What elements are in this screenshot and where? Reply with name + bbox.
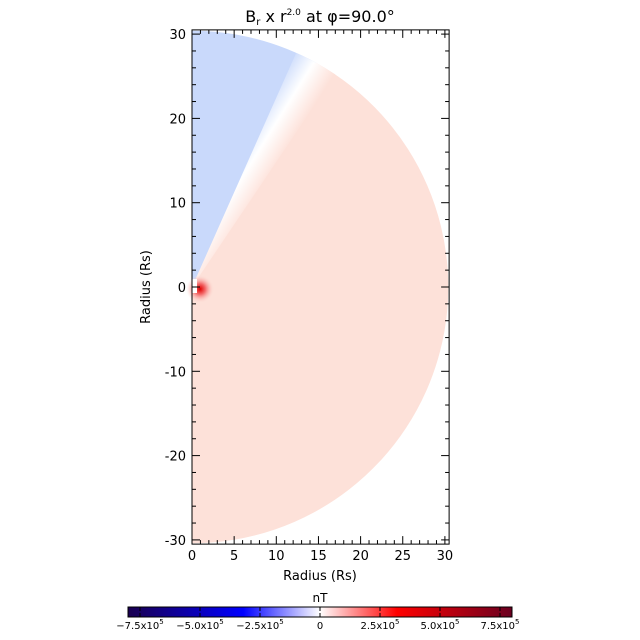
y-tick-label: -10 <box>165 365 186 380</box>
colorbar-tick-label: −2.5x105 <box>236 618 283 632</box>
colorbar-tick-label: −7.5x105 <box>116 618 163 632</box>
axes: 0 5 10 15 20 25 30 30 20 10 0 -10 -20 -30 <box>165 28 453 564</box>
colorbar-tick-label: 2.5x105 <box>360 618 399 632</box>
x-tick-label: 15 <box>310 549 327 564</box>
boundary-region <box>192 52 336 287</box>
colorbar-ticks: −7.5x105 −5.0x105 −2.5x105 0 2.5x105 5.0x105 7… <box>116 607 520 632</box>
x-axis-label: Radius (Rs) <box>283 569 357 584</box>
x-tick-label: 10 <box>268 549 285 564</box>
x-tick-label: 20 <box>352 549 369 564</box>
colorbar-label: nT <box>313 591 329 605</box>
y-tick-label: -30 <box>165 534 186 549</box>
x-tick-label: 25 <box>394 549 411 564</box>
x-tick-label: 0 <box>188 549 196 564</box>
inner-hole <box>192 279 197 293</box>
y-tick-label: 30 <box>169 28 186 43</box>
chart-title: Br x r2.0 at φ=90.0° <box>245 7 395 28</box>
inner-boundary-hotspot <box>186 275 214 303</box>
y-tick-label: 0 <box>178 281 186 296</box>
colorbar-tick-label: 5.0x105 <box>420 618 459 632</box>
y-tick-label: 10 <box>169 197 186 212</box>
y-tick-label: 20 <box>169 112 186 127</box>
colorbar-tick-label: −5.0x105 <box>176 618 223 632</box>
colorbar-tick-label: 7.5x105 <box>480 618 519 632</box>
x-tick-label: 5 <box>230 549 238 564</box>
x-tick-label: 30 <box>437 549 454 564</box>
y-axis-label: Radius (Rs) <box>139 250 154 324</box>
heatmap-field <box>186 30 449 544</box>
colorbar-tick-label: 0 <box>317 621 323 632</box>
y-tick-label: -20 <box>165 450 186 465</box>
